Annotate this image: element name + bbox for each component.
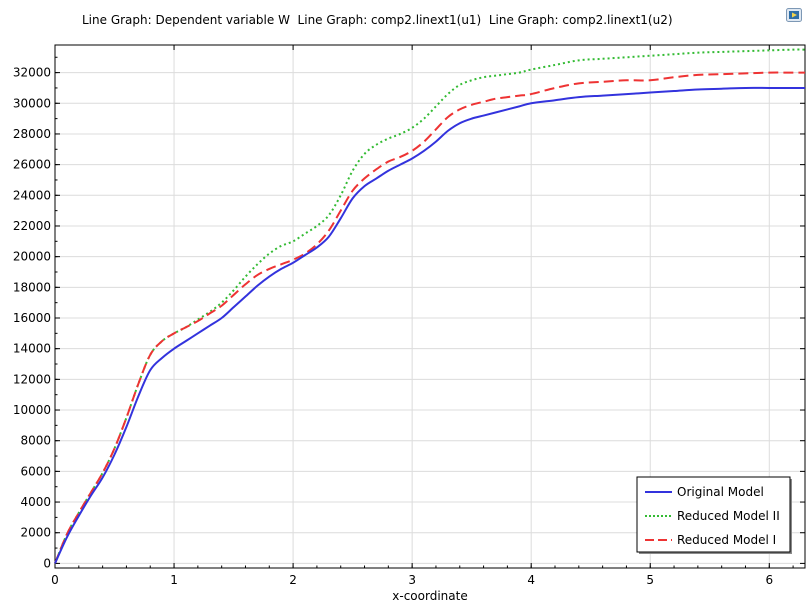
x-tick-label: 1	[170, 573, 178, 587]
y-tick-label: 26000	[13, 158, 51, 172]
x-tick-label: 3	[408, 573, 416, 587]
y-tick-label: 0	[43, 556, 51, 570]
legend-label: Reduced Model II	[677, 509, 780, 523]
y-tick-label: 12000	[13, 372, 51, 386]
chart-title: Line Graph: Dependent variable W Line Gr…	[82, 13, 673, 27]
y-tick-label: 6000	[20, 464, 51, 478]
series-line-reduced-model-i	[54, 71, 805, 564]
export-icon[interactable]	[786, 8, 802, 22]
y-tick-label: 22000	[13, 219, 51, 233]
y-tick-label: 24000	[13, 188, 51, 202]
y-tick-label: 16000	[13, 311, 51, 325]
y-tick-label: 4000	[20, 495, 51, 509]
series-line-original-model	[54, 86, 805, 564]
y-tick-label: 2000	[20, 526, 51, 540]
series-lines	[54, 48, 806, 564]
tick-labels: 0 1 2 3 4 5 6 0 2000 4000 6000 8000 10000 12000 14000 1…	[13, 66, 773, 587]
legend-label: Reduced Model I	[677, 533, 776, 547]
x-tick-label: 2	[289, 573, 297, 587]
y-tick-label: 28000	[13, 127, 51, 141]
y-tick-label: 18000	[13, 280, 51, 294]
x-tick-label: 6	[765, 573, 773, 587]
plot-frame	[54, 44, 806, 569]
x-tick-label: 5	[646, 573, 654, 587]
x-tick-label: 0	[51, 573, 59, 587]
series-line-reduced-model-ii	[54, 48, 806, 564]
x-tick-label: 4	[527, 573, 535, 587]
y-tick-label: 20000	[13, 250, 51, 264]
y-tick-label: 14000	[13, 342, 51, 356]
legend: Original Model Reduced Model II Reduced Mo…	[636, 476, 792, 554]
y-tick-label: 10000	[13, 403, 51, 417]
legend-label: Original Model	[677, 485, 764, 499]
y-tick-label: 8000	[20, 434, 51, 448]
y-tick-label: 30000	[13, 96, 51, 110]
x-axis-label: x-coordinate	[392, 589, 467, 603]
y-tick-label: 32000	[13, 66, 51, 80]
